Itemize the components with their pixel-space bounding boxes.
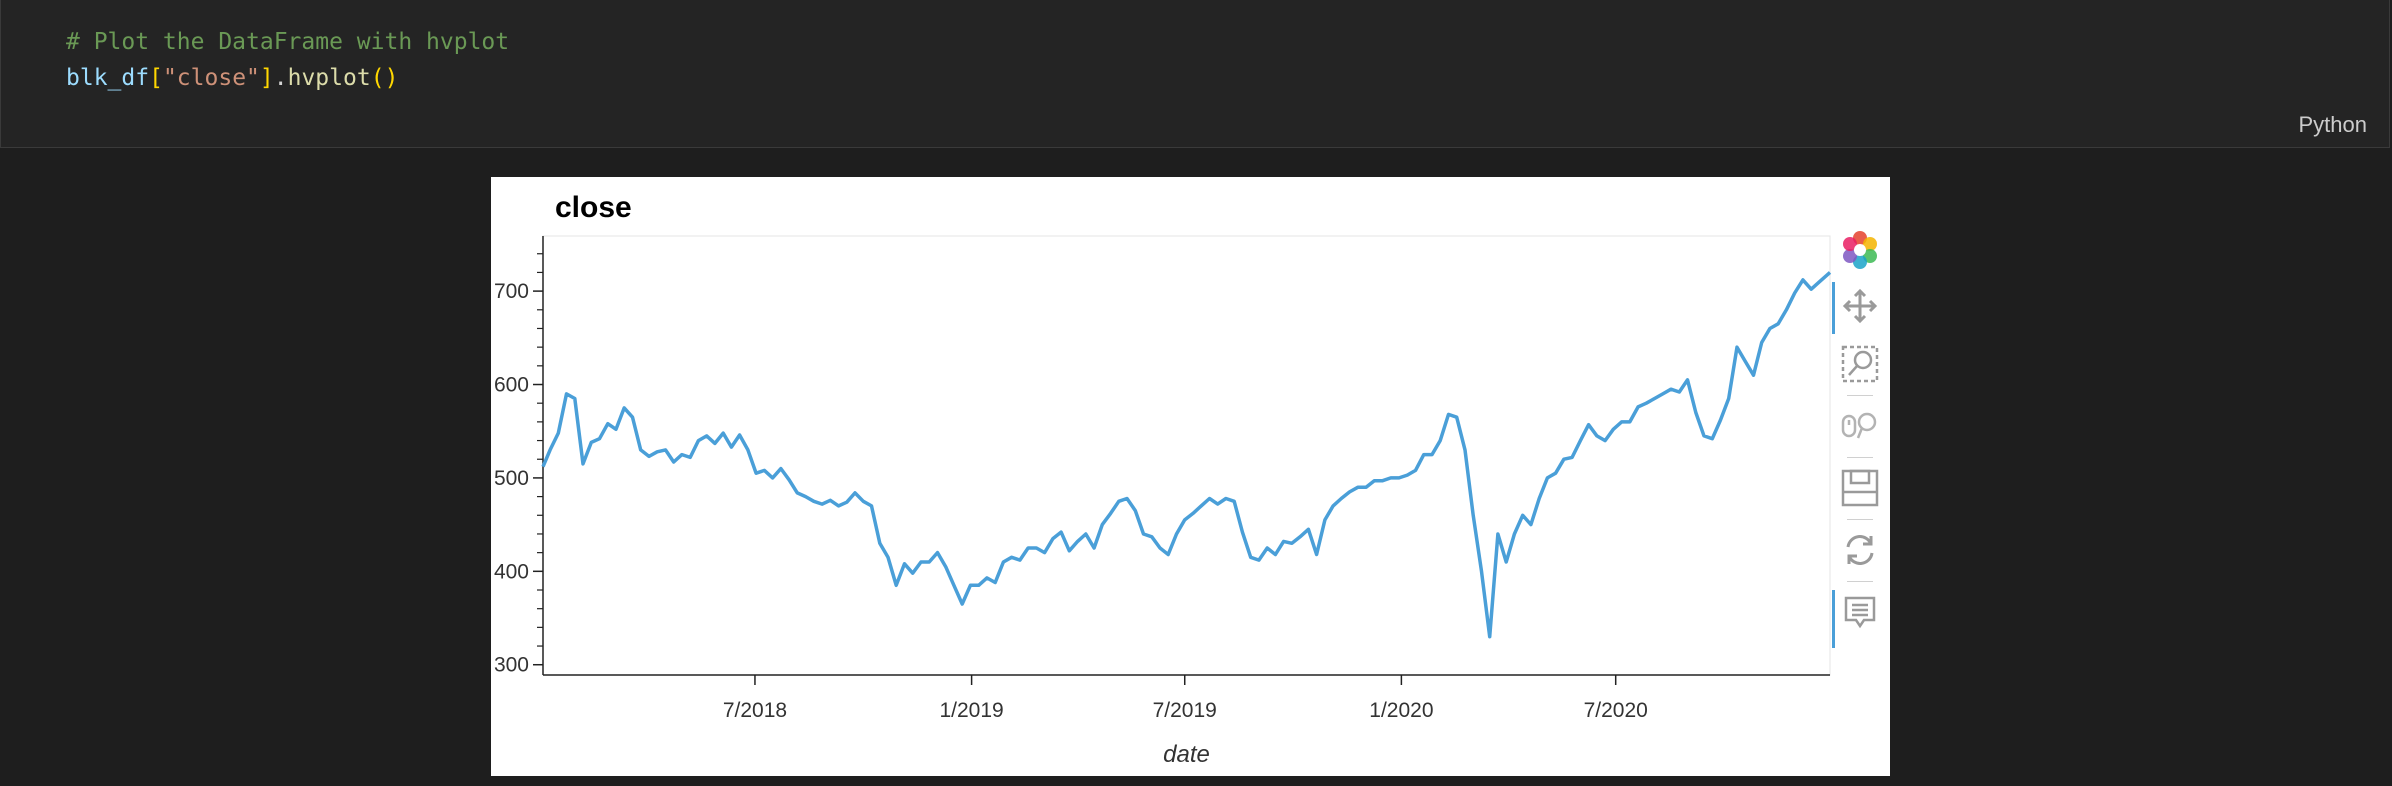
code-paren-close: ): [384, 65, 399, 91]
reset-icon[interactable]: [1837, 527, 1883, 573]
y-tick-label: 700: [494, 280, 529, 303]
code-bracket-close: ]: [259, 65, 274, 91]
x-tick-label: 7/2019: [1153, 699, 1217, 722]
plot-output: 300 400 500 600 700 7/2018 1/2019 7/2019 1/2020 7…: [491, 177, 1890, 776]
code-cell[interactable]: # Plot the DataFrame with hvplot blk_df[…: [0, 0, 2390, 148]
hover-active-indicator: [1832, 590, 1835, 648]
code-variable: blk_df: [66, 65, 150, 91]
x-tick-label: 7/2018: [723, 699, 787, 722]
toolbar-divider: [1847, 519, 1873, 520]
line-chart[interactable]: 300 400 500 600 700 7/2018 1/2019 7/2019 1/2020 7…: [491, 177, 1890, 776]
code-line: blk_df["close"].hvplot(): [66, 63, 398, 93]
x-tick-label: 1/2020: [1369, 699, 1433, 722]
code-dot: .: [273, 65, 288, 91]
x-tick-label: 1/2019: [939, 699, 1003, 722]
pan-active-indicator: [1832, 282, 1835, 334]
x-tick-label: 7/2020: [1584, 699, 1648, 722]
code-comment: # Plot the DataFrame with hvplot: [66, 29, 510, 55]
y-tick-label: 500: [494, 467, 529, 490]
series-line-close: [541, 271, 1832, 639]
y-tick-label: 400: [494, 560, 529, 583]
plot-toolbar: [1832, 227, 1883, 727]
box-zoom-icon[interactable]: [1837, 341, 1883, 387]
pan-icon[interactable]: [1837, 283, 1883, 329]
code-method: hvplot: [287, 65, 371, 91]
language-label[interactable]: Python: [2298, 112, 2368, 137]
wheel-zoom-icon[interactable]: [1837, 403, 1883, 449]
plot-area: [542, 235, 1831, 676]
save-icon[interactable]: [1837, 465, 1883, 511]
y-tick-label: 300: [494, 654, 529, 677]
code-paren-open: (: [370, 65, 385, 91]
toolbar-divider: [1847, 581, 1873, 582]
x-axis-label: date: [1163, 741, 1210, 768]
code-bracket-open: [: [149, 65, 163, 91]
toolbar-divider: [1847, 457, 1873, 458]
code-string: "close": [162, 65, 260, 91]
toolbar-divider: [1847, 395, 1873, 396]
chart-title: close: [555, 191, 632, 224]
bokeh-logo-icon[interactable]: [1837, 227, 1883, 273]
hover-icon[interactable]: [1837, 589, 1883, 635]
y-tick-label: 600: [494, 374, 529, 397]
